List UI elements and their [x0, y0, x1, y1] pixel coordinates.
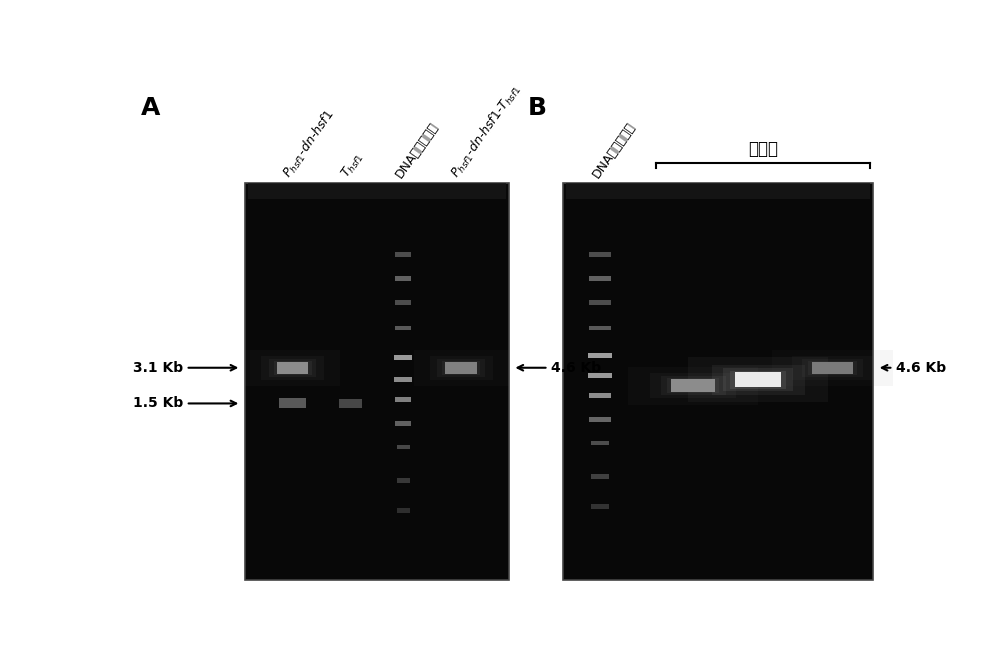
Text: $P_{hsf1}$-$dn$-$hsf1$: $P_{hsf1}$-$dn$-$hsf1$	[279, 106, 338, 181]
Text: 3.1 Kb: 3.1 Kb	[133, 361, 236, 375]
Bar	[661, 376, 726, 395]
Bar	[445, 362, 477, 374]
Text: 1.5 Kb: 1.5 Kb	[133, 397, 236, 411]
Text: B: B	[528, 96, 547, 120]
Bar	[588, 353, 612, 358]
Bar	[772, 350, 893, 385]
Bar	[414, 350, 509, 385]
Bar	[591, 504, 609, 509]
Bar	[269, 359, 316, 377]
Bar	[437, 359, 485, 377]
Bar	[261, 356, 324, 379]
Text: A: A	[140, 96, 160, 120]
Bar	[279, 399, 306, 408]
Text: $P_{hsf1}$-$dn$-$hsf1$-$T_{hsf1}$: $P_{hsf1}$-$dn$-$hsf1$-$T_{hsf1}$	[448, 81, 525, 181]
Bar	[395, 326, 411, 330]
Bar	[589, 326, 611, 330]
Bar	[667, 378, 719, 393]
Bar	[277, 362, 308, 374]
Bar	[792, 356, 873, 379]
Bar	[397, 508, 410, 513]
Bar	[730, 371, 786, 389]
Text: DNA分子量标准: DNA分子量标准	[589, 120, 637, 181]
Bar	[712, 365, 805, 395]
Text: 4.6 Kb: 4.6 Kb	[518, 361, 601, 375]
Bar	[808, 361, 857, 375]
Bar	[395, 300, 411, 304]
Bar	[566, 183, 870, 199]
Bar	[394, 377, 412, 382]
Bar	[245, 183, 509, 580]
Bar	[812, 362, 853, 374]
Bar	[395, 397, 411, 402]
Bar	[589, 300, 611, 304]
Text: DNA分子量标准: DNA分子量标准	[393, 120, 441, 181]
Bar	[735, 372, 781, 387]
Bar	[395, 421, 411, 425]
Bar	[397, 445, 410, 450]
Bar	[589, 393, 611, 398]
Bar	[442, 361, 480, 375]
Bar	[589, 276, 611, 281]
Bar	[688, 357, 828, 402]
Bar	[430, 356, 493, 379]
Bar	[802, 359, 863, 377]
Bar	[591, 441, 609, 446]
Bar	[563, 183, 873, 580]
Bar	[671, 379, 715, 392]
Text: $T_{hsf1}$: $T_{hsf1}$	[338, 149, 366, 181]
Bar	[589, 252, 611, 257]
Bar	[591, 474, 609, 479]
Bar	[248, 183, 506, 199]
Bar	[394, 355, 412, 360]
Bar	[395, 276, 411, 281]
Bar	[274, 361, 312, 375]
Bar	[588, 373, 612, 378]
Bar	[589, 417, 611, 421]
Bar	[723, 369, 793, 391]
Bar	[245, 350, 340, 385]
Bar	[339, 399, 362, 408]
Text: 4.6 Kb: 4.6 Kb	[882, 361, 946, 375]
Bar	[628, 367, 758, 405]
Bar	[395, 252, 411, 257]
Text: 转化子: 转化子	[748, 140, 778, 158]
Bar	[650, 373, 736, 398]
Bar	[397, 478, 410, 483]
